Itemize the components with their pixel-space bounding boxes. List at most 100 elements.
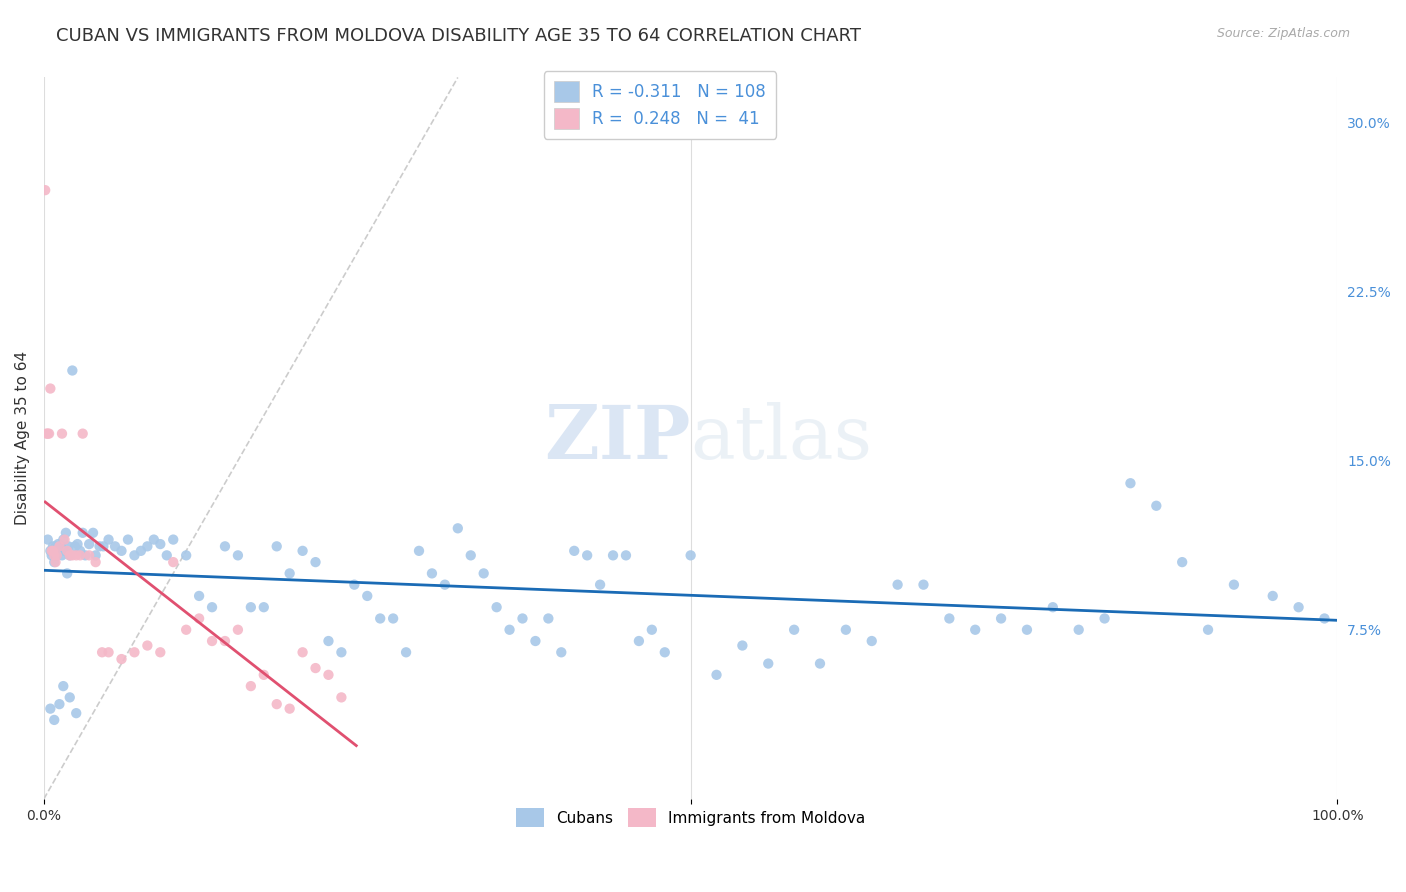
Point xyxy=(39,701,62,715)
Point xyxy=(330,690,353,705)
Point xyxy=(58,539,80,553)
Point xyxy=(56,544,79,558)
Point xyxy=(136,539,159,553)
Point xyxy=(886,577,908,591)
Point xyxy=(82,525,104,540)
Point xyxy=(56,566,79,581)
Point xyxy=(51,426,73,441)
Point xyxy=(1094,611,1116,625)
Point xyxy=(59,549,82,563)
Point xyxy=(97,645,120,659)
Point xyxy=(117,533,139,547)
Point xyxy=(278,701,301,715)
Point xyxy=(52,533,75,547)
Y-axis label: Disability Age 35 to 64: Disability Age 35 to 64 xyxy=(15,351,30,525)
Point xyxy=(48,539,70,553)
Text: ZIP: ZIP xyxy=(544,401,690,475)
Point xyxy=(93,539,115,553)
Point xyxy=(938,611,960,625)
Point xyxy=(156,549,179,563)
Point xyxy=(37,533,59,547)
Point xyxy=(77,549,100,563)
Point xyxy=(124,549,146,563)
Point xyxy=(46,537,69,551)
Point xyxy=(990,611,1012,625)
Point xyxy=(44,549,66,563)
Point xyxy=(110,544,132,558)
Point xyxy=(91,645,114,659)
Point xyxy=(965,623,987,637)
Point xyxy=(291,544,314,558)
Point xyxy=(498,623,520,637)
Point xyxy=(41,544,63,558)
Point xyxy=(110,652,132,666)
Point xyxy=(1042,600,1064,615)
Point xyxy=(84,555,107,569)
Point xyxy=(69,549,91,563)
Point xyxy=(304,661,326,675)
Point xyxy=(65,706,87,721)
Point xyxy=(576,549,599,563)
Point xyxy=(149,645,172,659)
Point xyxy=(39,382,62,396)
Point xyxy=(912,577,935,591)
Point xyxy=(37,426,59,441)
Point xyxy=(48,544,70,558)
Point xyxy=(485,600,508,615)
Point xyxy=(44,713,66,727)
Point xyxy=(1144,499,1167,513)
Point xyxy=(149,537,172,551)
Point xyxy=(253,600,276,615)
Point xyxy=(835,623,858,637)
Point xyxy=(188,589,211,603)
Point xyxy=(77,537,100,551)
Point xyxy=(53,544,76,558)
Point xyxy=(614,549,637,563)
Point xyxy=(318,634,340,648)
Point xyxy=(512,611,534,625)
Point xyxy=(627,634,650,648)
Point xyxy=(731,639,754,653)
Point xyxy=(89,539,111,553)
Point xyxy=(330,645,353,659)
Point xyxy=(34,183,56,197)
Point xyxy=(382,611,405,625)
Point xyxy=(49,539,72,553)
Point xyxy=(129,544,152,558)
Point xyxy=(39,544,62,558)
Point xyxy=(45,549,67,563)
Point xyxy=(72,525,94,540)
Point xyxy=(253,668,276,682)
Point xyxy=(41,549,63,563)
Point xyxy=(1223,577,1246,591)
Point xyxy=(1261,589,1284,603)
Legend: Cubans, Immigrants from Moldova: Cubans, Immigrants from Moldova xyxy=(509,800,873,835)
Point xyxy=(44,555,66,569)
Point xyxy=(226,623,249,637)
Point xyxy=(44,555,66,569)
Point xyxy=(51,549,73,563)
Point xyxy=(420,566,443,581)
Point xyxy=(447,521,470,535)
Point xyxy=(201,634,224,648)
Point xyxy=(97,533,120,547)
Point xyxy=(562,544,585,558)
Point xyxy=(783,623,806,637)
Point xyxy=(59,690,82,705)
Text: CUBAN VS IMMIGRANTS FROM MOLDOVA DISABILITY AGE 35 TO 64 CORRELATION CHART: CUBAN VS IMMIGRANTS FROM MOLDOVA DISABIL… xyxy=(56,27,862,45)
Point xyxy=(174,623,197,637)
Point xyxy=(69,544,91,558)
Point xyxy=(654,645,676,659)
Point xyxy=(53,533,76,547)
Point xyxy=(860,634,883,648)
Point xyxy=(226,549,249,563)
Point xyxy=(104,539,127,553)
Point xyxy=(356,589,378,603)
Point xyxy=(48,697,70,711)
Point xyxy=(124,645,146,659)
Point xyxy=(239,600,262,615)
Point xyxy=(65,549,87,563)
Point xyxy=(142,533,165,547)
Point xyxy=(408,544,430,558)
Point xyxy=(602,549,624,563)
